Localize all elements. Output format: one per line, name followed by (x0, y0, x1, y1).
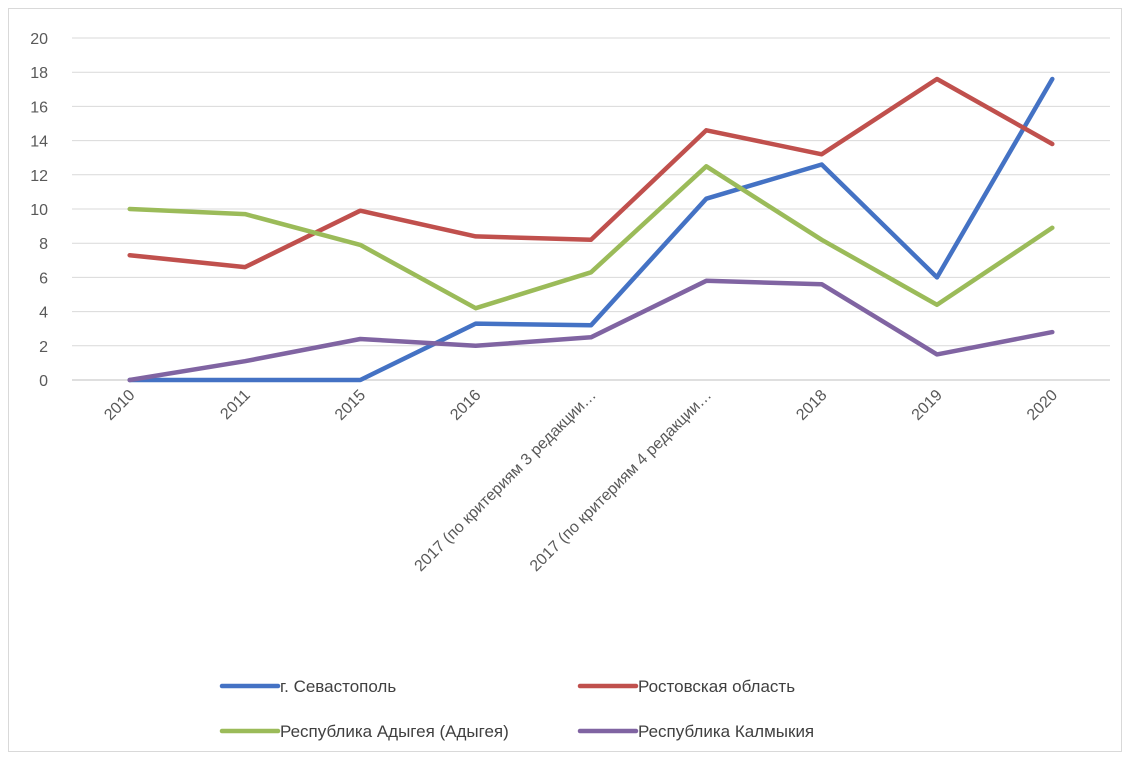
y-tick-label: 18 (30, 65, 48, 82)
legend-item: Республика Адыгея (Адыгея) (219, 722, 509, 741)
series-layer (127, 76, 1055, 383)
y-tick-label: 20 (30, 31, 48, 48)
legend: г. Севастополь Ростовская область Республи… (219, 677, 814, 741)
y-axis-ticks: 0 2 4 6 8 10 12 14 16 18 20 (30, 31, 48, 390)
y-tick-label: 10 (30, 202, 48, 219)
x-tick-label: 2020 (1024, 387, 1061, 424)
y-tick-label: 14 (30, 134, 48, 151)
series-line-3 (127, 278, 1055, 383)
x-tick-label: 2017 (по критериям 3 редакции… (412, 387, 600, 575)
x-tick-label: 2010 (101, 387, 138, 424)
y-tick-label: 12 (30, 168, 48, 185)
y-tick-label: 4 (39, 305, 48, 322)
x-tick-label: 2011 (217, 387, 253, 423)
y-tick-label: 6 (39, 270, 48, 287)
x-tick-label: 2015 (332, 387, 369, 424)
legend-label: Ростовская область (638, 677, 795, 696)
x-tick-label: 2019 (909, 387, 946, 424)
legend-item: Ростовская область (577, 677, 795, 696)
y-tick-label: 8 (39, 236, 48, 253)
y-tick-label: 16 (30, 99, 48, 116)
y-tick-label: 2 (39, 339, 48, 356)
legend-label: Республика Адыгея (Адыгея) (280, 722, 509, 741)
legend-item: Республика Калмыкия (577, 722, 814, 741)
x-tick-label: 2018 (793, 387, 830, 424)
legend-label: г. Севастополь (280, 677, 396, 696)
legend-item: г. Севастополь (219, 677, 396, 696)
x-tick-label: 2017 (по критериям 4 редакции… (527, 387, 715, 575)
legend-label: Республика Калмыкия (638, 722, 814, 741)
x-tick-label: 2016 (447, 387, 484, 424)
y-tick-label: 0 (39, 373, 48, 390)
series-line-1 (127, 76, 1055, 270)
